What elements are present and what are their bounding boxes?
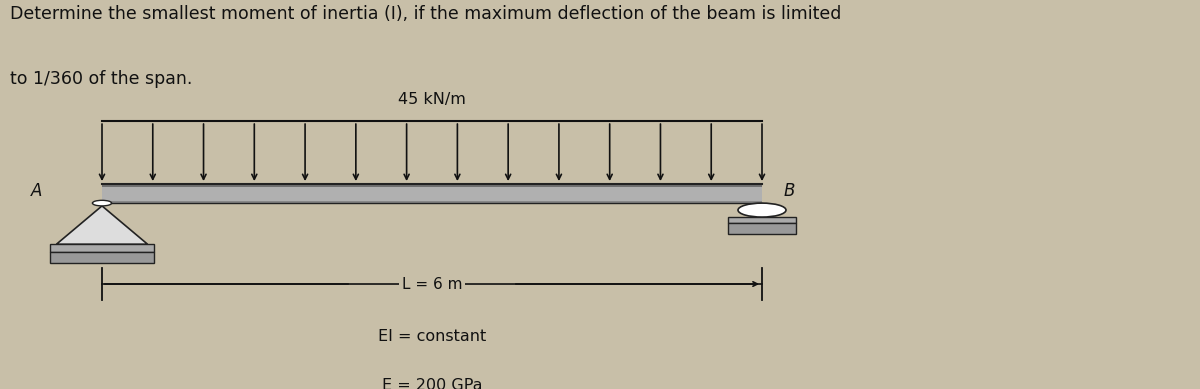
Text: Determine the smallest moment of inertia (I), if the maximum deflection of the b: Determine the smallest moment of inertia… xyxy=(10,5,841,23)
Bar xyxy=(728,223,796,234)
Polygon shape xyxy=(56,206,148,244)
Bar xyxy=(102,201,762,203)
Bar xyxy=(728,217,796,223)
Text: B: B xyxy=(784,182,794,200)
Text: L = 6 m: L = 6 m xyxy=(402,277,462,291)
Text: A: A xyxy=(31,182,42,200)
Text: 45 kN/m: 45 kN/m xyxy=(398,92,466,107)
Circle shape xyxy=(738,203,786,217)
Text: to 1/360 of the span.: to 1/360 of the span. xyxy=(10,70,192,88)
Text: E = 200 GPa: E = 200 GPa xyxy=(382,378,482,389)
Bar xyxy=(50,244,154,252)
Bar xyxy=(102,184,762,203)
Circle shape xyxy=(92,200,112,206)
Bar xyxy=(50,252,154,263)
Bar xyxy=(102,184,762,187)
Text: EI = constant: EI = constant xyxy=(378,329,486,344)
